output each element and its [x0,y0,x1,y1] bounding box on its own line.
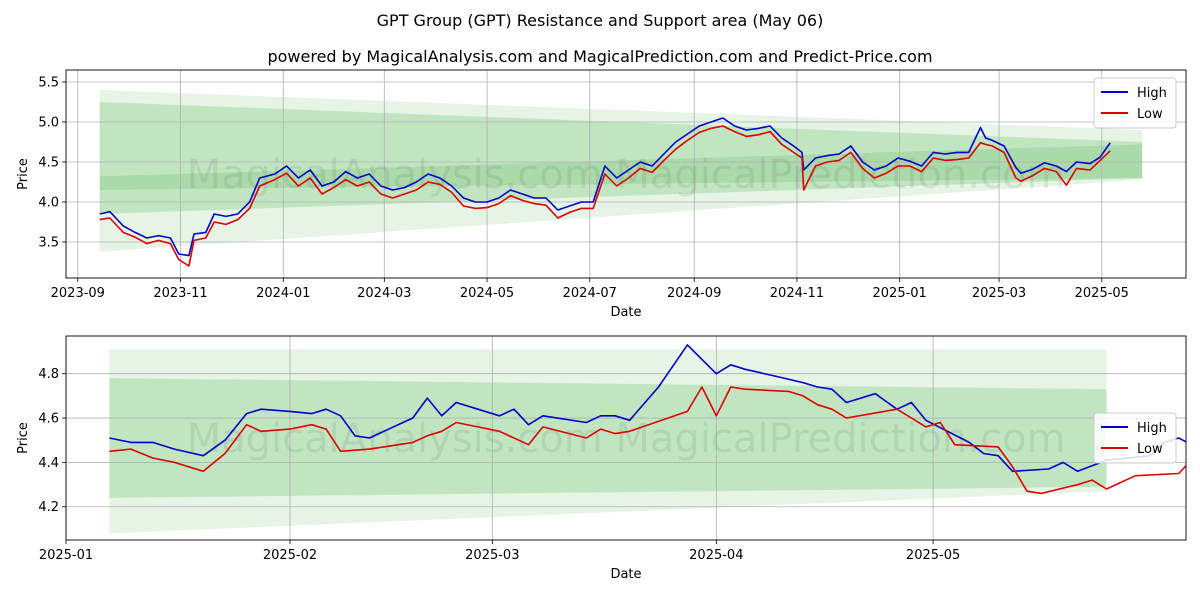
top-x-tick-label: 2025-03 [972,286,1026,301]
chart-title: GPT Group (GPT) Resistance and Support a… [377,11,824,30]
top-x-tick-label: 2024-05 [460,286,514,301]
bottom-x-tick-label: 2025-02 [263,548,317,563]
top-y-tick-label: 4.0 [38,196,59,211]
bottom-x-tick-label: 2025-03 [465,548,519,563]
top-y-tick-label: 5.5 [38,76,59,91]
bottom-y-tick-label: 4.4 [38,456,59,471]
top-legend: High Low [1093,77,1177,129]
top-y-tick-label: 4.5 [38,156,59,171]
bottom-legend-box [1093,412,1177,464]
top-watermark: MagicalAnalysis.com MagicalPrediction.co… [187,152,1066,198]
top-band-core [99,144,1143,190]
top-series-high-line [99,117,1111,257]
top-x-tick-label: 2023-11 [153,286,207,301]
bottom-legend: High Low [1093,412,1177,464]
bottom-x-tick-label: 2025-05 [906,548,960,563]
bottom-legend-label-high: High [1137,421,1167,436]
bottom-band-inner [109,378,1107,498]
top-chart-panel: 3.5 4.0 4.5 5.0 5.5 2023-09 2023-11 2024-01 2024… [16,69,1187,320]
bottom-band-outer [109,349,1107,534]
top-x-tick-label: 2024-07 [563,286,617,301]
bottom-x-axis-label: Date [610,567,641,582]
bottom-series-low-line [109,386,1186,495]
top-legend-label-low: Low [1137,107,1163,122]
top-series-low-line [99,125,1111,267]
top-plot-frame [65,69,1187,279]
bottom-watermark: MagicalAnalysis.com MagicalPrediction.co… [187,416,1066,462]
bottom-y-tick-label: 4.2 [38,500,59,515]
chart-subtitle: powered by MagicalAnalysis.com and Magic… [267,47,932,66]
bottom-x-tick-label: 2025-04 [689,548,743,563]
top-x-tick-label: 2024-03 [357,286,411,301]
bottom-plot-frame [65,335,1187,541]
top-x-tick-label: 2024-01 [256,286,310,301]
top-band-inner [99,102,1143,214]
bottom-x-tick-label: 2025-01 [39,548,93,563]
bottom-band-group [109,349,1107,534]
top-x-tick-label: 2023-09 [51,286,105,301]
bottom-series-high-line [109,344,1186,473]
top-x-tick-label: 2025-01 [873,286,927,301]
top-x-axis-label: Date [610,305,641,320]
bottom-legend-label-low: Low [1137,442,1163,457]
bottom-y-tick-label: 4.8 [38,367,59,382]
bottom-chart-panel: 4.2 4.4 4.6 4.8 2025-01 2025-02 2025-03 2025-04… [16,335,1187,582]
top-legend-label-high: High [1137,86,1167,101]
top-x-tick-label: 2024-11 [770,286,824,301]
top-x-tick-label: 2025-05 [1075,286,1129,301]
top-band-outer [99,90,1143,252]
top-series-group [99,117,1111,267]
bottom-y-tick-label: 4.6 [38,412,59,427]
top-y-tick-label: 3.5 [38,236,59,251]
top-x-tick-label: 2024-09 [667,286,721,301]
bottom-series-group [109,344,1186,495]
top-band-group [99,90,1143,252]
top-legend-box [1093,77,1177,129]
top-y-axis-label: Price [16,158,31,190]
bottom-y-axis-label: Price [16,422,31,454]
top-y-tick-label: 5.0 [38,116,59,131]
